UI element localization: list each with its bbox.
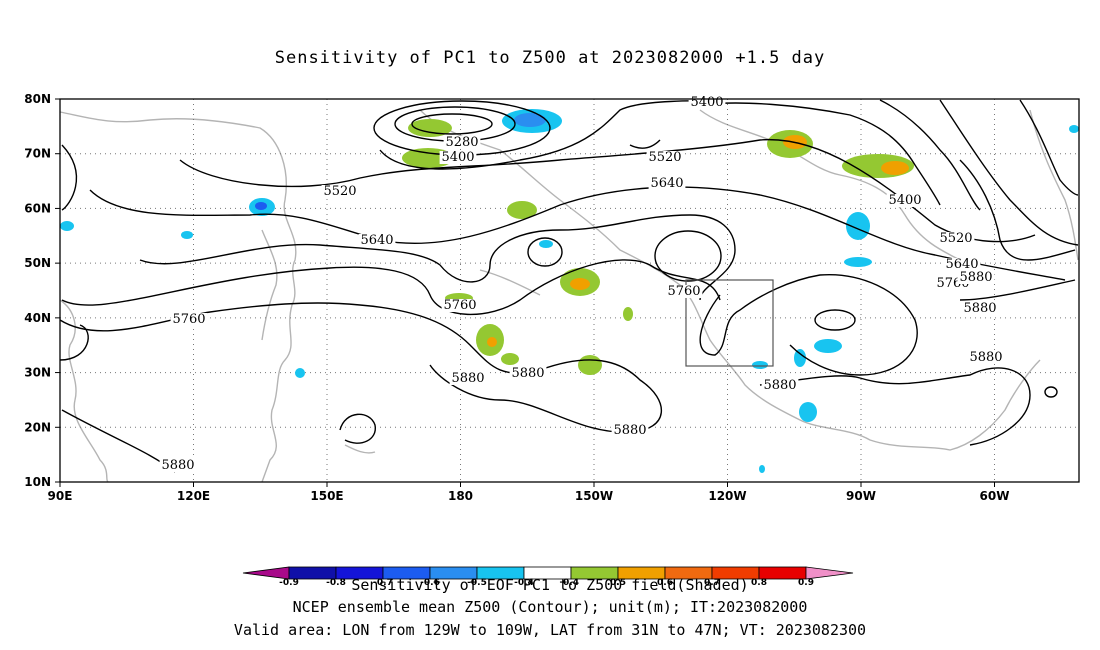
chart-title: Sensitivity of PC1 to Z500 at 2023082000… (274, 48, 826, 68)
contour-label: 5880 (763, 378, 796, 393)
contour-label: 5640 (650, 176, 683, 191)
colorbar-label: 0.6 (657, 578, 673, 588)
colorbar-label: -0.7 (373, 578, 393, 588)
caption-line-2: NCEP ensemble mean Z500 (Contour); unit(… (292, 598, 808, 616)
colorbar-label: -0.8 (326, 578, 346, 588)
x-tick-label: 180 (448, 489, 473, 503)
contour-label-bg (443, 136, 481, 149)
contour-label: 5400 (441, 150, 474, 165)
x-tick-label: 90W (846, 489, 876, 503)
caption-line-3: Valid area: LON from 129W to 109W, LAT f… (233, 621, 867, 639)
y-tick-label: 10N (24, 475, 51, 489)
y-tick-label: 80N (24, 92, 51, 106)
x-tick-label: 150E (310, 489, 343, 503)
contour-label: 5520 (939, 231, 972, 246)
y-tick-label: 30N (24, 366, 51, 380)
x-axis-ticks: 90E 120E 150E 180 150W 120W 90W 60W (48, 482, 1010, 503)
contour-label: 5880 (963, 301, 996, 316)
colorbar: -0.9 -0.8 -0.7 -0.6 -0.5 -0.4 0.4 0.5 0.6 0.7 0.8 0… (242, 566, 854, 588)
contour-label: 5400 (690, 95, 723, 110)
y-tick-label: 40N (24, 311, 51, 325)
contour-label: 5520 (323, 184, 356, 199)
colorbar-label: 0.4 (563, 578, 579, 588)
valid-area-box (685, 279, 774, 367)
contour-label-bg (439, 151, 477, 164)
contour-label: 5400 (888, 193, 921, 208)
contour-label-bg (441, 299, 479, 312)
x-tick-label: 150W (575, 489, 613, 503)
contour-label-bg (321, 185, 359, 198)
colorbar-label: -0.4 (514, 578, 534, 588)
colorbar-cell (805, 566, 854, 580)
coastlines (59, 109, 1079, 483)
y-tick-label: 50N (24, 256, 51, 270)
contour-label-bg (648, 177, 686, 190)
contour-label-bg (961, 302, 999, 315)
x-tick-label: 90E (48, 489, 73, 503)
contour-label-bg (449, 372, 487, 385)
y-axis-ticks: 10N 20N 30N 40N 50N 60N 70N 80N (24, 92, 60, 489)
contour-label-bg (611, 424, 649, 437)
contour-label-bg (967, 351, 1005, 364)
contour-label-bg (665, 285, 703, 298)
y-tick-label: 70N (24, 147, 51, 161)
contour-label-bg (761, 379, 799, 392)
colorbar-label: 0.9 (798, 578, 814, 588)
plot-frame (59, 98, 1080, 483)
colorbar-label: -0.5 (467, 578, 487, 588)
contour-label-bg (886, 194, 924, 207)
contour-label: 5880 (161, 458, 194, 473)
colorbar-label: -0.9 (279, 578, 299, 588)
contour-label: 5880 (969, 350, 1002, 365)
contour-label: 5880 (451, 371, 484, 386)
sensitivity-shading (60, 109, 1079, 473)
contour-label: 5640 (945, 257, 978, 272)
contour-label: 5880 (959, 270, 992, 285)
colorbar-label: 0.8 (751, 578, 767, 588)
contour-label: 5760 (172, 312, 205, 327)
contour-label-bg (957, 271, 995, 284)
contour-label: 5640 (360, 233, 393, 248)
contour-label-bg (943, 258, 981, 271)
contour-label-bg (159, 459, 197, 472)
contour-label: 5520 (648, 150, 681, 165)
contour-label: 5880 (511, 366, 544, 381)
x-tick-label: 120W (708, 489, 746, 503)
y-tick-label: 20N (24, 420, 51, 434)
caption-line-1: Sensitivity of EOF PC1 to Z500 field(Sha… (351, 576, 749, 594)
contour-label: 5880 (613, 423, 646, 438)
x-tick-label: 60W (980, 489, 1010, 503)
contour-label-bg (937, 232, 975, 245)
contour-label: 5760 (667, 284, 700, 299)
colorbar-label: 0.5 (610, 578, 626, 588)
x-tick-label: 120E (177, 489, 210, 503)
contour-label: 5760 (443, 298, 476, 313)
y-tick-label: 60N (24, 201, 51, 215)
colorbar-label: -0.6 (420, 578, 440, 588)
colorbar-label: 0.7 (704, 578, 720, 588)
contour-label-bg (170, 313, 208, 326)
contour-label-bg (646, 151, 684, 164)
contour-label: 5280 (445, 135, 478, 150)
contour-label-bg (509, 367, 547, 380)
contour-label-bg (358, 234, 396, 247)
z500-contours (59, 99, 1079, 473)
